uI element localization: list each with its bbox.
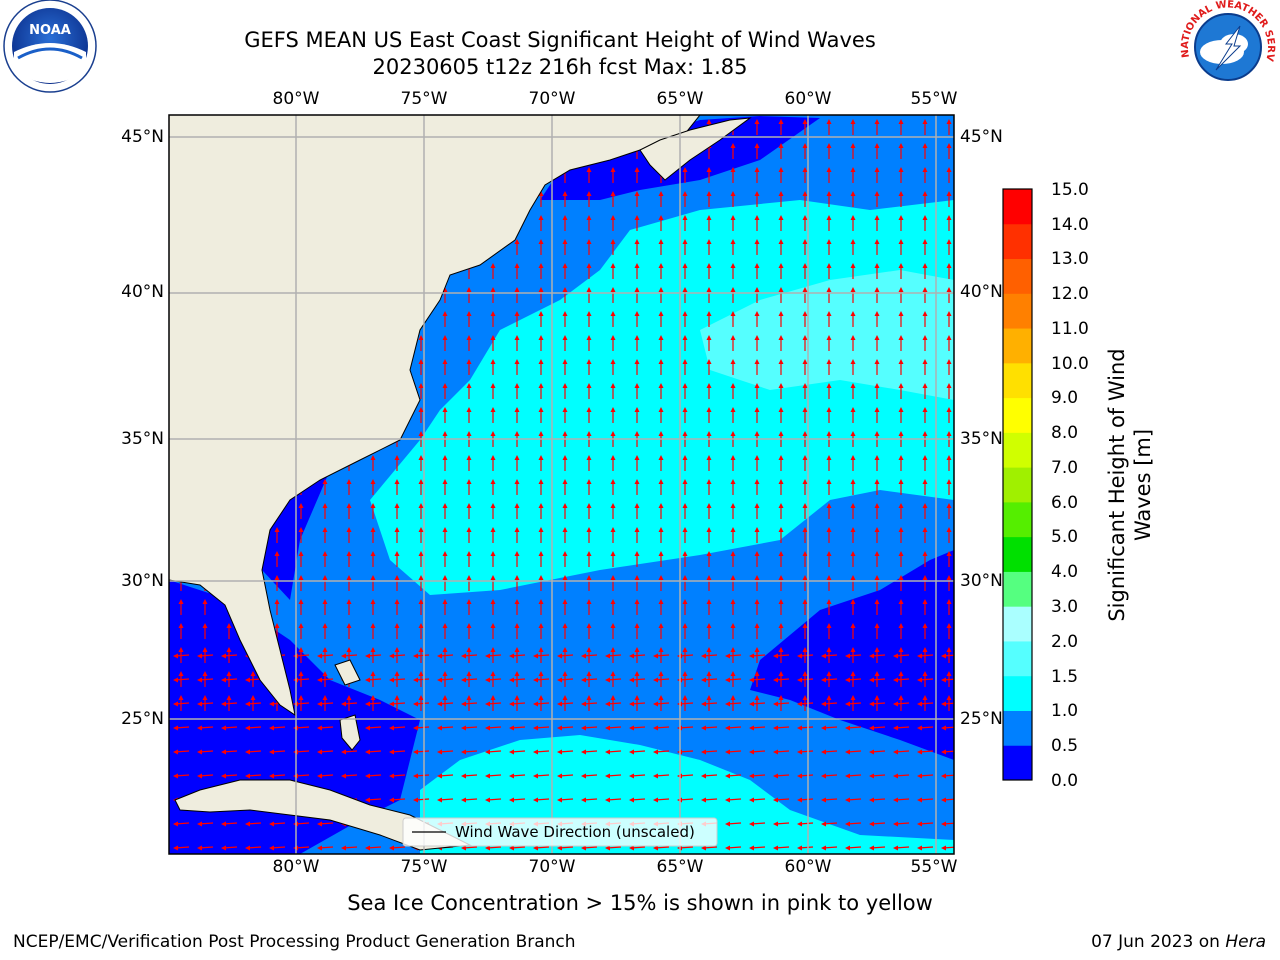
colorbar-tick: 8.0	[1051, 423, 1079, 443]
colorbar-segment	[1003, 675, 1032, 711]
colorbar-frame	[1002, 188, 1033, 781]
colorbar-tick: 2.0	[1051, 632, 1079, 652]
land-bahamas	[339, 714, 361, 751]
colorbar-segment	[1003, 397, 1032, 433]
lon-label-top-60w: 60°W	[784, 89, 832, 109]
map-legend-box	[402, 817, 718, 847]
lon-label-top-75w: 75°W	[400, 89, 448, 109]
lon-label-bottom-80w: 80°W	[272, 857, 320, 877]
lat-label-right-40n: 40°N	[960, 282, 1003, 302]
colorbar-segment	[1003, 432, 1032, 468]
colorbar-tick: 4.0	[1051, 562, 1079, 582]
colorbar-segment	[1003, 571, 1032, 607]
colorbar-tick: 15.0	[1051, 180, 1089, 200]
graticule	[169, 115, 954, 854]
colorbar-tick: 3.0	[1051, 597, 1079, 617]
colorbar-segment	[1003, 223, 1032, 260]
lon-label-bottom-65w: 65°W	[656, 857, 704, 877]
colorbar-tick: 12.0	[1051, 284, 1089, 304]
land-north-america	[169, 115, 701, 717]
noaa-logo: NOAA	[3, 0, 97, 93]
lat-label-right-35n: 35°N	[960, 429, 1003, 449]
sea-ice-note: Sea Ice Concentration > 15% is shown in …	[347, 891, 933, 915]
lon-label-bottom-60w: 60°W	[784, 857, 832, 877]
lat-label-left-25n: 25°N	[121, 709, 164, 729]
colorbar-tick: 1.5	[1051, 667, 1079, 687]
colorbar-tick: 9.0	[1051, 388, 1079, 408]
colorbar-tick: 1.0	[1051, 701, 1079, 721]
colorbar-segment	[1003, 606, 1032, 642]
map-legend-label: Wind Wave Direction (unscaled)	[455, 823, 695, 841]
lon-label-top-70w: 70°W	[528, 89, 576, 109]
colorbar-tick: 7.0	[1051, 458, 1079, 478]
colorbar-tick: 6.0	[1051, 493, 1079, 513]
colorbar-tick: 10.0	[1051, 354, 1089, 374]
colorbar-segment	[1003, 501, 1032, 538]
colorbar-tick: 14.0	[1051, 215, 1089, 235]
map-panel: Wind Wave Direction (unscaled)	[169, 115, 954, 854]
colorbar-tick: 5.0	[1051, 527, 1079, 547]
footer-credit: NCEP/EMC/Verification Post Processing Pr…	[13, 932, 576, 952]
noaa-logo-text: NOAA	[29, 23, 71, 38]
lon-label-top-55w: 55°W	[910, 89, 958, 109]
colorbar-segment	[1003, 189, 1032, 225]
colorbar-segment	[1003, 362, 1032, 399]
lon-label-bottom-75w: 75°W	[400, 857, 448, 877]
colorbar-tick: 0.0	[1051, 771, 1079, 791]
colorbar-segment	[1003, 745, 1032, 781]
colorbar-segment	[1003, 328, 1032, 364]
colorbar-tick: 11.0	[1051, 319, 1089, 339]
land-nova-scotia	[639, 117, 752, 181]
colorbar-label: Significant Height of Wind Waves [m]	[1104, 348, 1156, 621]
footer-date: 07 Jun 2023 on Hera	[1091, 932, 1266, 952]
lat-label-left-35n: 35°N	[121, 429, 164, 449]
lon-label-top-80w: 80°W	[272, 89, 320, 109]
map-frame	[168, 114, 955, 855]
colorbar-segment	[1003, 536, 1032, 572]
colorbar-label-line1: Significant Height of Wind	[1105, 348, 1129, 622]
lat-label-left-30n: 30°N	[121, 571, 164, 591]
colorbar-segment	[1003, 710, 1032, 746]
figure-title: GEFS MEAN US East Coast Significant Heig…	[244, 28, 876, 52]
colorbar-segment	[1003, 640, 1032, 677]
lat-label-right-45n: 45°N	[960, 127, 1003, 147]
lon-label-bottom-55w: 55°W	[910, 857, 958, 877]
footer-date-text: 07 Jun 2023 on	[1091, 932, 1226, 952]
figure-subtitle: 20230605 t12z 216h fcst Max: 1.85	[372, 55, 748, 79]
colorbar-segment	[1003, 293, 1032, 329]
colorbar-label-line2: Waves [m]	[1131, 428, 1155, 542]
footer-machine: Hera	[1225, 932, 1266, 952]
colorbar-segment	[1003, 467, 1032, 503]
lat-label-left-45n: 45°N	[121, 127, 164, 147]
land-bahamas-2	[334, 659, 361, 686]
lon-label-bottom-70w: 70°W	[528, 857, 576, 877]
colorbar-tick: 0.5	[1051, 736, 1079, 756]
colorbar-segment	[1003, 258, 1032, 294]
lat-label-left-40n: 40°N	[121, 282, 164, 302]
lat-label-right-25n: 25°N	[960, 709, 1003, 729]
colorbar	[1003, 189, 1032, 781]
colorbar-tick: 13.0	[1051, 249, 1089, 269]
lat-label-right-30n: 30°N	[960, 571, 1003, 591]
lon-label-top-65w: 65°W	[656, 89, 704, 109]
